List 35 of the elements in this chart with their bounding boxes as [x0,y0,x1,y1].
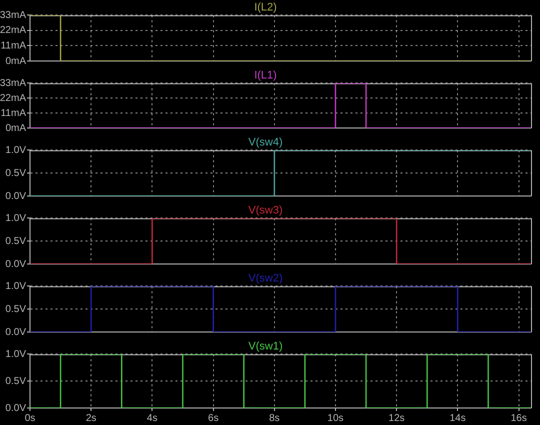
x-tick-label: 8s [269,412,280,424]
x-tick-label: 16s [510,412,527,424]
y-tick-label: 0.0V [5,258,26,270]
y-tick-label: 11mA [0,108,26,119]
chart-title: I(L1) [254,70,277,82]
x-tick-label: 10s [327,412,344,424]
y-tick-label: 22mA [0,92,26,104]
chart-title: V(sw4) [248,136,283,149]
chart-title: V(sw3) [248,204,283,217]
y-tick-label: 0.0V [5,326,26,338]
y-tick-label: 0mA [5,122,26,134]
y-tick-label: 33mA [0,78,26,89]
x-tick-label: 0s [24,412,36,424]
y-tick-label: 1.0V [5,212,26,224]
y-tick-label: 0.5V [5,304,26,315]
y-tick-label: 0.5V [5,236,26,247]
x-tick-label: 2s [86,412,96,424]
y-tick-label: 0.5V [5,168,26,179]
x-tick-label: 14s [450,412,466,424]
y-tick-label: 33mA [0,10,26,21]
x-tick-label: 6s [208,412,219,424]
y-tick-label: 0mA [5,56,26,67]
y-tick-label: 1.0V [5,280,26,292]
chart-title: I(L2) [254,2,277,14]
chart-title: V(sw1) [248,340,283,353]
x-tick-label: 4s [146,412,158,424]
x-tick-label: 12s [388,412,405,424]
y-tick-label: 1.0V [5,348,26,360]
y-tick-label: 1.0V [5,144,26,156]
y-tick-label: 11mA [0,40,26,52]
y-tick-label: 0.0V [5,190,26,202]
y-tick-label: 22mA [0,25,26,36]
y-tick-label: 0.0V [5,402,26,414]
y-tick-label: 0.5V [5,376,26,387]
chart-title: V(sw2) [248,272,283,285]
